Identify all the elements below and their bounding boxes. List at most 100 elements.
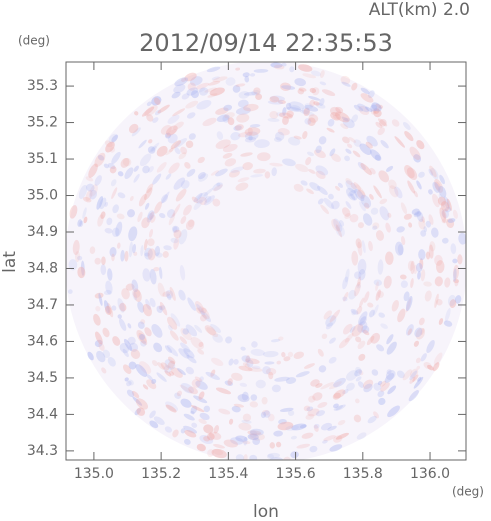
speckle bbox=[235, 435, 248, 442]
speckle bbox=[400, 202, 408, 215]
speckle bbox=[165, 132, 171, 139]
speckle bbox=[412, 374, 419, 382]
speckle bbox=[356, 189, 366, 199]
speckle bbox=[357, 381, 364, 388]
speckle bbox=[172, 108, 186, 117]
speckle bbox=[146, 212, 153, 223]
speckle bbox=[185, 366, 194, 375]
speckle bbox=[119, 318, 127, 331]
speckle bbox=[157, 362, 165, 370]
speckle bbox=[195, 82, 210, 90]
speckle bbox=[190, 410, 195, 415]
speckle bbox=[207, 449, 214, 457]
speckle bbox=[137, 211, 143, 223]
speckle bbox=[276, 112, 286, 117]
speckle bbox=[377, 259, 384, 275]
x-label: lon bbox=[253, 502, 279, 521]
speckle bbox=[394, 186, 403, 199]
speckle bbox=[337, 419, 346, 426]
speckle bbox=[238, 365, 253, 372]
speckle bbox=[402, 122, 411, 130]
speckle bbox=[212, 182, 223, 191]
speckle bbox=[238, 91, 250, 99]
speckle bbox=[416, 365, 421, 370]
speckle bbox=[104, 300, 110, 314]
speckle bbox=[238, 422, 252, 431]
speckle bbox=[452, 209, 458, 219]
speckle bbox=[277, 99, 286, 105]
speckle bbox=[218, 408, 231, 415]
speckle bbox=[140, 319, 146, 325]
speckle bbox=[414, 327, 423, 338]
speckle bbox=[150, 146, 157, 152]
speckle bbox=[131, 279, 139, 293]
speckle bbox=[438, 318, 444, 325]
speckle bbox=[268, 457, 284, 460]
speckle bbox=[94, 257, 101, 265]
speckle bbox=[173, 229, 182, 239]
speckle bbox=[295, 371, 310, 378]
speckle bbox=[341, 81, 351, 87]
speckle bbox=[224, 158, 237, 167]
speckle bbox=[124, 250, 129, 262]
speckle bbox=[94, 292, 104, 299]
speckle bbox=[249, 73, 256, 77]
speckle bbox=[181, 77, 187, 82]
speckle bbox=[353, 182, 362, 191]
speckle bbox=[152, 173, 162, 185]
speckle bbox=[205, 371, 221, 380]
speckle bbox=[444, 277, 451, 288]
speckle bbox=[348, 189, 356, 197]
speckle bbox=[357, 258, 367, 275]
speckle bbox=[457, 254, 463, 265]
speckle bbox=[215, 107, 229, 115]
speckle bbox=[351, 310, 357, 316]
speckle bbox=[335, 111, 350, 123]
speckle bbox=[147, 238, 155, 247]
speckle bbox=[293, 135, 302, 140]
speckle bbox=[341, 116, 349, 122]
speckle bbox=[447, 294, 456, 307]
speckle bbox=[410, 278, 414, 289]
speckle bbox=[285, 425, 299, 431]
speckle bbox=[249, 430, 258, 438]
speckle bbox=[159, 266, 163, 280]
speckle bbox=[162, 291, 171, 297]
speckle bbox=[160, 301, 168, 316]
speckle bbox=[413, 154, 422, 163]
speckle bbox=[413, 212, 422, 218]
speckle bbox=[262, 409, 270, 416]
speckle bbox=[395, 241, 404, 256]
speckle bbox=[108, 133, 118, 144]
speckle bbox=[146, 379, 157, 390]
speckle bbox=[386, 334, 394, 345]
speckle bbox=[191, 90, 199, 99]
speckle bbox=[122, 348, 129, 358]
speckle bbox=[249, 401, 259, 408]
speckle bbox=[439, 207, 446, 223]
speckle bbox=[270, 62, 283, 68]
speckle bbox=[176, 390, 183, 397]
speckle bbox=[335, 106, 344, 114]
speckle bbox=[440, 201, 450, 212]
speckle bbox=[309, 182, 321, 191]
speckle bbox=[267, 413, 275, 422]
speckle bbox=[368, 240, 373, 252]
speckle bbox=[273, 137, 282, 143]
speckle bbox=[351, 250, 359, 266]
speckle bbox=[357, 241, 363, 256]
speckle bbox=[418, 218, 426, 230]
speckle bbox=[167, 344, 179, 357]
speckle bbox=[133, 289, 142, 302]
speckle bbox=[318, 365, 327, 373]
speckle bbox=[111, 134, 119, 143]
speckle bbox=[135, 398, 148, 410]
speckle bbox=[386, 341, 397, 355]
speckle bbox=[310, 379, 320, 387]
speckle bbox=[409, 146, 421, 160]
speckle bbox=[370, 332, 381, 344]
speckle bbox=[399, 274, 407, 280]
speckle bbox=[107, 357, 116, 367]
speckle bbox=[198, 306, 210, 320]
speckle bbox=[308, 395, 316, 403]
